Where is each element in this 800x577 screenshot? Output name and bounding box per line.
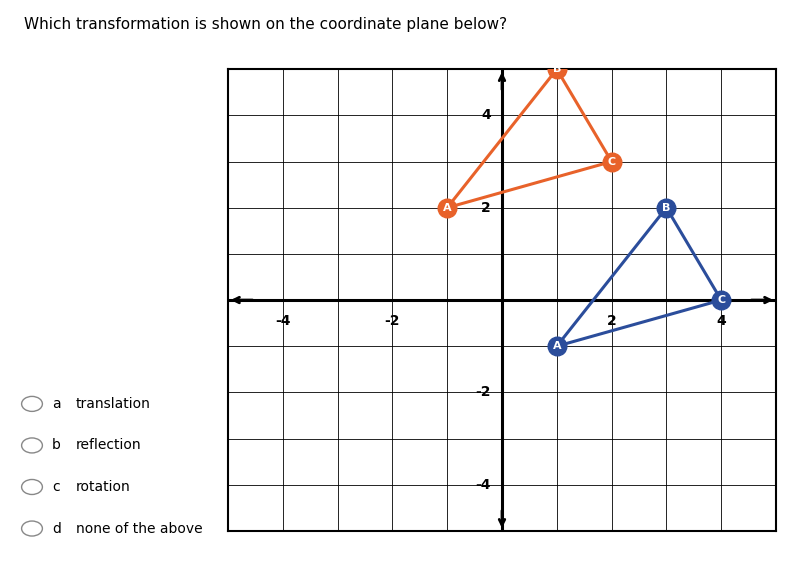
Text: b: b — [52, 439, 61, 452]
Point — [660, 203, 673, 212]
Text: reflection: reflection — [76, 439, 142, 452]
Text: a: a — [52, 397, 61, 411]
Text: C: C — [607, 156, 616, 167]
Text: rotation: rotation — [76, 480, 130, 494]
Text: A: A — [443, 203, 451, 213]
Text: d: d — [52, 522, 61, 535]
Text: 4: 4 — [482, 108, 491, 122]
Text: 2: 2 — [482, 201, 491, 215]
Text: Which transformation is shown on the coordinate plane below?: Which transformation is shown on the coo… — [24, 17, 507, 32]
Text: -2: -2 — [385, 314, 400, 328]
Point — [606, 157, 618, 166]
Text: B: B — [553, 64, 561, 74]
Text: 2: 2 — [606, 314, 617, 328]
Text: C: C — [717, 295, 726, 305]
Text: -4: -4 — [475, 478, 491, 492]
Point — [550, 65, 563, 74]
Text: 4: 4 — [716, 314, 726, 328]
Text: -4: -4 — [275, 314, 290, 328]
Point — [550, 342, 563, 351]
Text: A: A — [553, 341, 561, 351]
Point — [715, 295, 728, 305]
Point — [441, 203, 454, 212]
Text: B: B — [662, 203, 670, 213]
Text: translation: translation — [76, 397, 151, 411]
Text: none of the above: none of the above — [76, 522, 202, 535]
Text: c: c — [52, 480, 60, 494]
Text: -2: -2 — [475, 385, 491, 399]
